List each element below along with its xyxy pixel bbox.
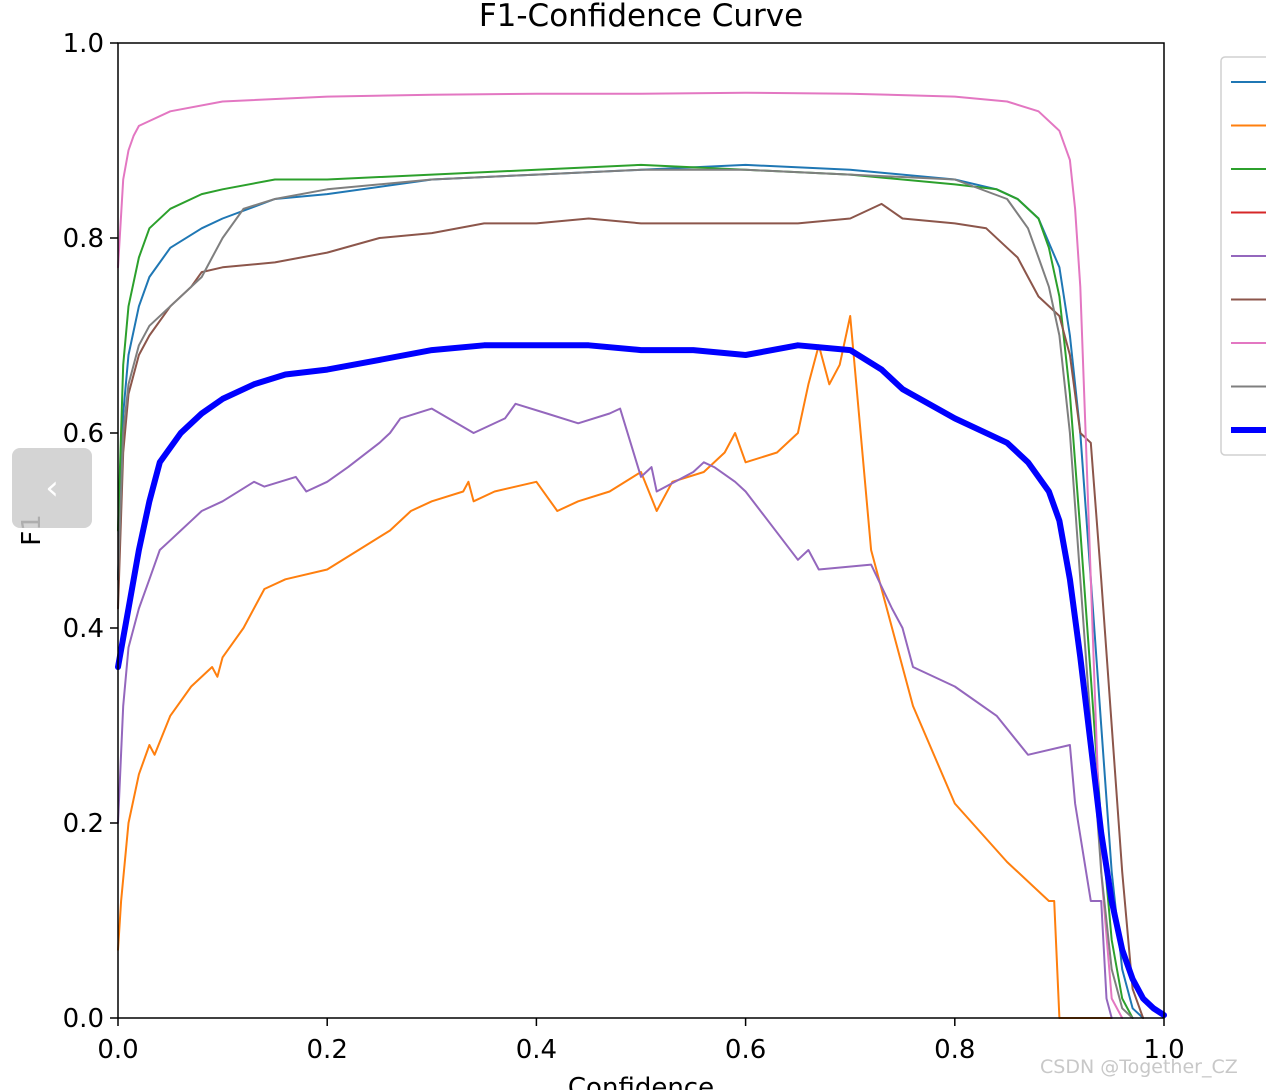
x-tick-label: 0.2 <box>307 1035 348 1065</box>
watermark: CSDN @Together_CZ <box>1040 1056 1238 1078</box>
x-tick-label: 1.0 <box>1143 1035 1184 1065</box>
y-tick-label: 1.0 <box>63 29 104 59</box>
series-line-4 <box>117 402 1113 1019</box>
y-tick-label: 0.8 <box>63 224 104 254</box>
y-tick-label: 0.4 <box>63 614 104 644</box>
x-axis-title: Confidence <box>568 1073 714 1090</box>
x-axis-ticks: 0.0 0.2 0.4 0.6 0.8 1.0 <box>97 1018 1185 1065</box>
chart-title: F1-Confidence Curve <box>479 0 803 34</box>
series-line-6 <box>117 91 1124 1019</box>
y-tick-label: 0.2 <box>63 809 104 839</box>
series-line-7 <box>117 168 1134 1019</box>
plot-frame <box>117 42 1165 1019</box>
x-tick-label: 0.8 <box>934 1035 975 1065</box>
x-tick-label: 0.0 <box>97 1035 138 1065</box>
y-tick-label: 0.6 <box>63 419 104 449</box>
plot-area <box>115 91 1167 1019</box>
series-line-8 <box>115 342 1167 1019</box>
series-line-5 <box>117 202 1145 1019</box>
series-line-2 <box>117 315 1113 1019</box>
chevron-left-icon: ‹ <box>45 468 59 508</box>
back-button[interactable]: ‹ <box>12 448 92 528</box>
y-axis-ticks: 0.0 0.2 0.4 0.6 0.8 1.0 <box>63 29 118 1034</box>
legend <box>1220 56 1266 456</box>
series-line-3 <box>117 163 1134 1019</box>
x-tick-label: 0.4 <box>516 1035 557 1065</box>
x-tick-label: 0.6 <box>725 1035 766 1065</box>
series-line-1 <box>117 163 1145 1019</box>
y-tick-label: 0.0 <box>63 1004 104 1034</box>
